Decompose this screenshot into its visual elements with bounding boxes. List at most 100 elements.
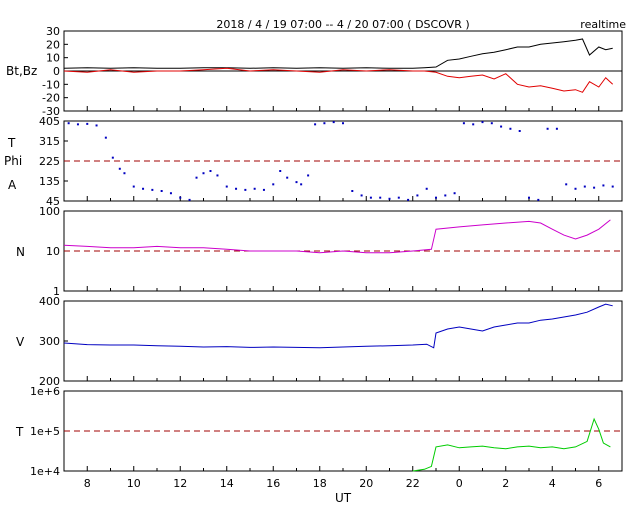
data-point-phi (565, 183, 568, 186)
data-point-phi (546, 127, 549, 130)
y-tick-label-v: 300 (39, 335, 60, 348)
x-tick-label: 6 (595, 477, 602, 490)
data-point-phi (490, 122, 493, 125)
x-tick-label: 4 (549, 477, 556, 490)
data-point-phi (216, 174, 219, 177)
x-tick-label: 16 (266, 477, 280, 490)
data-point-phi (272, 183, 275, 186)
x-tick-label: 0 (456, 477, 463, 490)
y-tick-label-t: 1e+4 (30, 465, 60, 478)
data-point-phi (481, 121, 484, 124)
series-line-t-0 (412, 417, 611, 472)
ylabel-phi-a: A (8, 178, 17, 192)
y-tick-label-b: -30 (42, 105, 60, 118)
data-point-phi (160, 190, 163, 192)
ylabel-phi-t: T (7, 136, 16, 150)
data-point-phi (104, 136, 107, 139)
data-point-phi (379, 196, 382, 199)
y-tick-label-phi: 405 (39, 115, 60, 128)
y-tick-label-b: -20 (42, 92, 60, 105)
x-axis-label: UT (335, 491, 352, 505)
y-tick-label-b: 20 (46, 38, 60, 51)
data-point-phi (225, 185, 228, 188)
y-tick-label-n: 1 (53, 285, 60, 298)
data-point-phi (67, 122, 70, 125)
data-point-phi (518, 130, 521, 132)
data-point-phi (179, 196, 182, 199)
data-point-phi (453, 192, 456, 195)
data-point-phi (583, 185, 586, 188)
data-point-phi (202, 172, 205, 175)
y-tick-label-t: 1e+5 (30, 425, 60, 438)
data-point-phi (244, 188, 247, 191)
data-point-phi (286, 176, 289, 179)
x-tick-label: 2 (502, 477, 509, 490)
y-tick-label-phi: 135 (39, 175, 60, 188)
ylabel-t: T (15, 425, 24, 439)
data-point-phi (388, 197, 391, 200)
data-point-phi (142, 187, 145, 190)
data-point-phi (435, 196, 437, 199)
data-point-phi (123, 172, 126, 175)
data-point-phi (111, 156, 114, 159)
data-point-phi (472, 123, 475, 126)
data-point-phi (279, 170, 282, 172)
x-tick-label: 10 (127, 477, 141, 490)
panels: 3020100-10-20-30405315225135451001014003… (30, 25, 623, 478)
data-point-phi (76, 123, 79, 126)
series-line-b-0 (63, 38, 613, 69)
data-point-phi (132, 185, 135, 188)
data-point-phi (300, 183, 303, 186)
data-point-phi (509, 127, 512, 130)
ylabel-b: Bt,Bz (6, 64, 37, 78)
data-point-phi (407, 198, 410, 201)
data-point-phi (574, 187, 577, 190)
x-tick-label: 8 (84, 477, 91, 490)
y-tick-label-v: 400 (39, 295, 60, 308)
ylabel-phi: Phi (4, 154, 22, 168)
data-point-phi (342, 122, 344, 125)
y-tick-label-b: -10 (42, 78, 60, 91)
data-point-phi (235, 187, 238, 190)
data-point-phi (151, 188, 154, 191)
data-point-phi (416, 194, 419, 197)
x-tick-label: 18 (313, 477, 327, 490)
data-point-phi (323, 122, 326, 125)
y-tick-label-phi: 45 (46, 195, 60, 208)
data-point-phi (169, 192, 172, 195)
realtime-label: realtime (580, 18, 626, 31)
y-tick-label-phi: 315 (39, 135, 60, 148)
series-line-n-0 (63, 219, 611, 254)
data-point-phi (351, 190, 354, 192)
series-line-b-1 (63, 67, 614, 93)
x-tick-label: 20 (359, 477, 373, 490)
data-point-phi (262, 188, 265, 191)
y-tick-label-b: 0 (53, 65, 60, 78)
x-tick-label: 12 (173, 477, 187, 490)
chart-title: 2018 / 4 / 19 07:00 -- 4 / 20 07:00 ( DS… (216, 18, 469, 31)
ylabel-n: N (16, 245, 25, 259)
data-point-phi (314, 123, 317, 126)
y-tick-label-n: 100 (39, 205, 60, 218)
data-point-phi (537, 198, 540, 201)
data-point-phi (444, 194, 447, 197)
y-tick-label-n: 10 (46, 245, 60, 258)
data-point-phi (253, 187, 256, 190)
data-point-phi (360, 194, 363, 197)
data-point-phi (528, 196, 530, 199)
data-point-phi (195, 176, 198, 179)
data-point-phi (332, 121, 335, 124)
data-point-phi (397, 196, 400, 199)
series-line-v-0 (63, 303, 613, 349)
y-tick-label-b: 30 (46, 25, 60, 38)
data-point-phi (500, 125, 503, 128)
data-point-phi (611, 185, 614, 188)
x-tick-label: 14 (220, 477, 234, 490)
y-tick-label-b: 10 (46, 52, 60, 65)
data-point-phi (369, 196, 372, 199)
data-point-phi (188, 198, 191, 201)
data-point-phi (593, 186, 596, 189)
data-point-phi (462, 122, 465, 125)
panel-frame-v (63, 300, 623, 382)
